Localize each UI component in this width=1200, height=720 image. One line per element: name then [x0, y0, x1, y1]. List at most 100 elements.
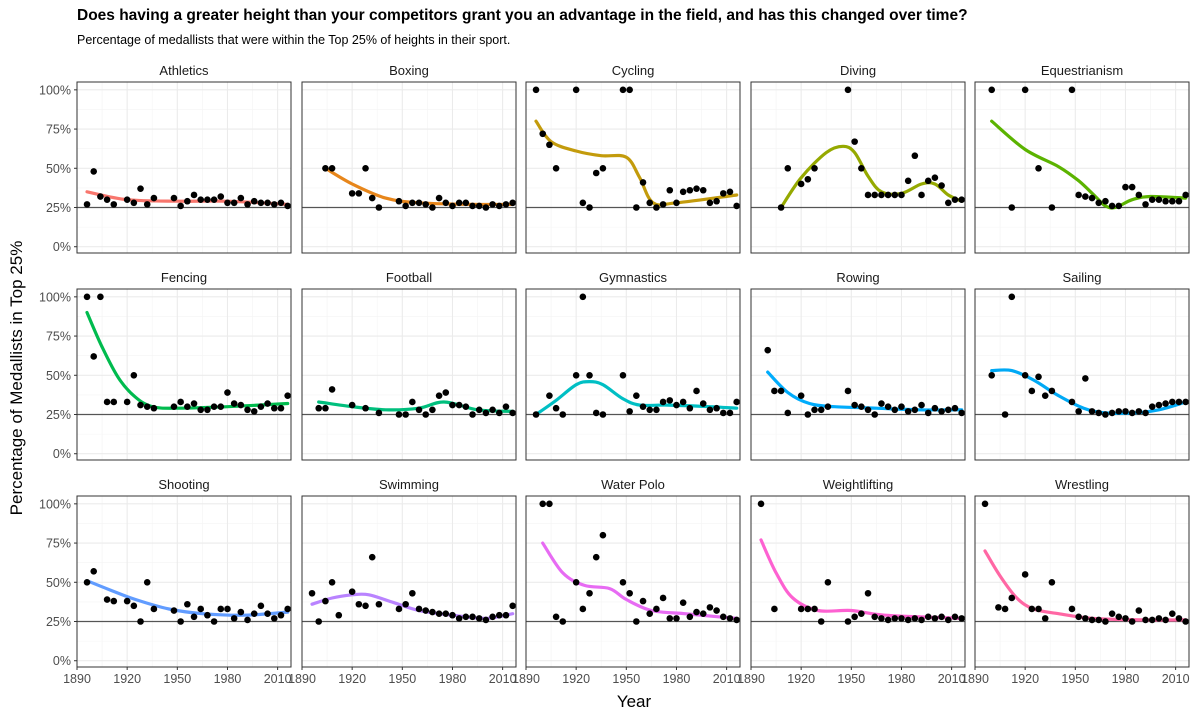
data-point — [1021, 371, 1029, 379]
data-point — [469, 202, 476, 210]
data-point — [693, 387, 700, 395]
data-point — [844, 387, 852, 395]
data-point — [217, 605, 225, 613]
panel-border — [76, 81, 292, 254]
x-tick-label: 1920 — [1011, 672, 1039, 686]
x-tick-label: 1890 — [63, 672, 91, 686]
data-point — [572, 578, 580, 586]
data-point — [197, 406, 205, 414]
data-point — [455, 199, 463, 207]
data-point — [546, 392, 553, 399]
data-point — [797, 180, 805, 188]
data-point — [197, 196, 205, 203]
y-tick-label: 100% — [39, 290, 71, 304]
facet-label-boxing: Boxing — [389, 63, 429, 78]
data-point — [699, 186, 707, 194]
data-point — [328, 386, 336, 393]
data-point — [375, 600, 383, 608]
data-point — [1041, 615, 1049, 622]
data-point — [884, 403, 892, 410]
data-point — [633, 204, 640, 211]
facet-label-wrestling: Wrestling — [1055, 477, 1109, 492]
data-point — [1148, 616, 1156, 624]
data-point — [931, 404, 939, 412]
data-point — [1135, 607, 1143, 614]
data-point — [1108, 409, 1116, 417]
data-point — [646, 610, 654, 617]
panel-background — [526, 289, 740, 460]
data-point — [878, 615, 885, 622]
x-tick-label: 1950 — [388, 672, 416, 686]
data-point — [475, 406, 483, 414]
data-point — [824, 578, 832, 586]
data-point — [878, 191, 885, 199]
data-point — [415, 406, 423, 414]
data-point — [1102, 411, 1109, 418]
data-point — [1082, 193, 1089, 200]
data-point — [224, 389, 231, 396]
data-point — [1135, 191, 1143, 199]
panel-border — [974, 495, 1190, 668]
facet-strip — [526, 58, 740, 82]
data-point — [673, 199, 680, 207]
data-point — [1122, 615, 1129, 622]
data-point — [170, 194, 178, 202]
data-point — [579, 199, 587, 207]
data-point — [891, 615, 899, 622]
x-tick-label: 1950 — [837, 672, 865, 686]
data-point — [137, 401, 144, 409]
data-point — [871, 613, 879, 621]
data-point — [1068, 86, 1076, 94]
data-point — [237, 608, 245, 616]
data-point — [911, 152, 919, 160]
data-point — [1135, 408, 1143, 415]
data-point — [1155, 401, 1163, 409]
data-point — [904, 616, 912, 624]
data-point — [143, 403, 151, 410]
data-point — [693, 185, 700, 192]
data-point — [1028, 605, 1036, 613]
data-point — [123, 196, 131, 203]
data-point — [719, 190, 727, 197]
data-point — [462, 199, 470, 207]
data-point — [204, 406, 211, 414]
data-point — [1041, 392, 1049, 399]
data-point — [673, 401, 680, 409]
data-point — [824, 403, 832, 410]
data-point — [244, 406, 251, 414]
data-point — [851, 138, 858, 145]
data-point — [277, 404, 285, 412]
data-point — [706, 199, 714, 207]
data-point — [699, 610, 707, 617]
data-point — [1001, 605, 1009, 613]
data-point — [204, 611, 211, 619]
data-point — [277, 199, 285, 207]
data-point — [475, 615, 483, 622]
panel-background — [751, 496, 965, 667]
data-point — [495, 611, 503, 619]
panel-background — [77, 289, 291, 460]
data-point — [666, 615, 674, 622]
data-point — [395, 605, 403, 613]
data-point — [1088, 408, 1096, 415]
data-point — [864, 406, 872, 414]
data-point — [726, 409, 734, 417]
data-point — [264, 610, 271, 617]
data-point — [1128, 409, 1136, 417]
data-point — [335, 611, 343, 619]
facet-strip — [751, 58, 965, 82]
data-point — [284, 605, 291, 613]
facet-label-football: Football — [386, 270, 432, 285]
facet-strip — [751, 265, 965, 289]
data-point — [429, 406, 436, 414]
data-point — [626, 86, 633, 94]
data-point — [1088, 616, 1096, 624]
data-point — [442, 389, 450, 396]
data-point — [328, 164, 336, 172]
x-tick-label: 1890 — [512, 672, 540, 686]
panel-background — [975, 496, 1189, 667]
data-point — [137, 618, 144, 625]
data-point — [1122, 183, 1129, 191]
facet-label-fencing: Fencing — [161, 270, 207, 285]
data-point — [673, 615, 680, 622]
